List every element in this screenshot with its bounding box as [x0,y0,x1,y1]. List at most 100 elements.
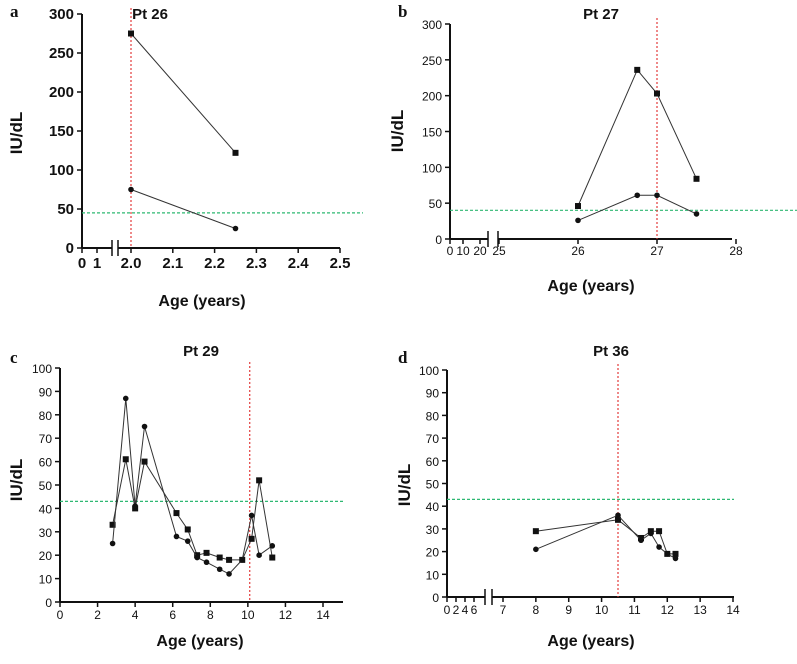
data-point-square [128,30,134,37]
data-point-square [173,510,180,517]
x-tick-label: 8 [533,603,540,617]
y-axis-label: IU/dL [7,112,26,155]
panel-letter: c [10,348,18,367]
x-tick-label: 20 [473,244,487,258]
y-tick-label: 20 [426,546,440,560]
y-tick-label: 150 [422,126,442,140]
y-tick-label: 50 [39,479,53,493]
data-point-square [109,521,116,528]
data-point-circle [122,395,129,402]
x-tick-label: 25 [492,244,506,258]
x-tick-label: 4 [462,603,469,617]
y-tick-label: 150 [49,123,74,140]
y-tick-label: 70 [426,432,440,446]
data-point-circle [634,192,641,199]
data-point-square [654,90,660,97]
data-point-circle [194,554,200,561]
data-point-square [203,549,210,556]
x-tick-label: 2.1 [162,255,183,272]
x-tick-label: 10 [241,608,255,622]
x-tick-label: 13 [693,603,707,617]
series-line-circles [130,189,236,229]
series-line-squares [112,459,273,561]
data-point-circle [239,557,246,563]
x-axis-label: Age (years) [547,633,634,650]
y-tick-label: 40 [426,500,440,514]
x-tick-label: 28 [729,244,743,258]
x-tick-label: 27 [650,244,664,258]
x-axis-label: Age (years) [158,293,245,310]
x-tick-label: 2.0 [121,255,142,272]
x-tick-label: 10 [595,603,609,617]
x-tick-label: 2.2 [204,255,225,272]
data-point-circle [248,512,255,519]
y-axis-label: IU/dL [388,110,407,153]
data-point-square [693,175,700,182]
data-point-square [226,556,233,563]
data-point-circle [141,423,148,430]
y-tick-label: 200 [49,84,74,101]
data-point-circle [269,543,276,549]
data-point-circle [232,225,239,232]
y-tick-label: 200 [422,90,442,104]
x-tick-label: 4 [132,608,139,622]
data-point-circle [132,503,138,509]
x-tick-label: 1 [93,255,101,272]
x-axis-label: Age (years) [547,278,634,295]
x-tick-label: 14 [726,603,740,617]
x-tick-label: 6 [471,603,478,617]
data-point-square [216,554,223,561]
panel-letter: a [10,2,19,21]
y-tick-label: 30 [39,526,53,540]
chart-title: Pt 26 [132,6,168,23]
data-point-circle [203,559,210,566]
x-tick-label: 2.3 [246,255,267,272]
data-point-circle [109,540,116,547]
data-point-circle [226,571,232,577]
x-tick-label: 2.5 [330,255,351,272]
panel-letter: d [398,348,408,367]
data-point-circle [533,546,539,553]
panel-d: d Pt 36 0 10 20 30 40 50 60 70 80 90 100 0 2 4 6 7 8 9 10 11 1… [395,343,740,650]
x-tick-label: 7 [500,603,507,617]
y-tick-label: 0 [66,240,74,257]
data-point-circle [693,211,700,217]
data-point-square [575,203,581,210]
x-tick-label: 2.4 [288,255,310,272]
y-tick-label: 250 [49,45,74,62]
panel-letter: b [398,2,407,21]
data-point-square [269,554,276,561]
y-tick-label: 0 [432,591,439,605]
y-tick-label: 60 [39,456,53,470]
series-line-squares [535,519,676,555]
data-point-circle [256,552,262,558]
x-tick-label: 0 [57,608,64,622]
y-tick-label: 90 [39,385,53,399]
chart-title: Pt 36 [593,343,629,360]
data-point-circle [654,192,660,199]
x-tick-label: 6 [169,608,176,622]
data-point-circle [128,186,134,193]
panel-c: c Pt 29 0 10 20 30 40 50 60 70 80 90 100 0 2 4 6 8 10 12 14 A… [7,343,343,650]
x-tick-label: 12 [279,608,293,622]
x-tick-label: 9 [565,603,572,617]
x-axis-label: Age (years) [156,633,243,650]
y-tick-label: 0 [435,233,442,247]
y-tick-label: 100 [422,161,442,175]
x-tick-label: 12 [661,603,675,617]
series-line-circles [112,398,273,575]
data-point-circle [672,555,679,562]
data-point-square [248,535,255,542]
y-tick-label: 50 [429,197,443,211]
data-point-square [256,477,263,484]
y-tick-label: 40 [39,502,53,516]
y-tick-label: 90 [426,387,440,401]
y-tick-label: 10 [426,568,440,582]
y-tick-label: 20 [39,549,53,563]
x-tick-label: 26 [571,244,585,258]
y-tick-label: 80 [39,409,53,423]
x-tick-label: 14 [316,608,330,622]
data-point-square [184,526,191,533]
